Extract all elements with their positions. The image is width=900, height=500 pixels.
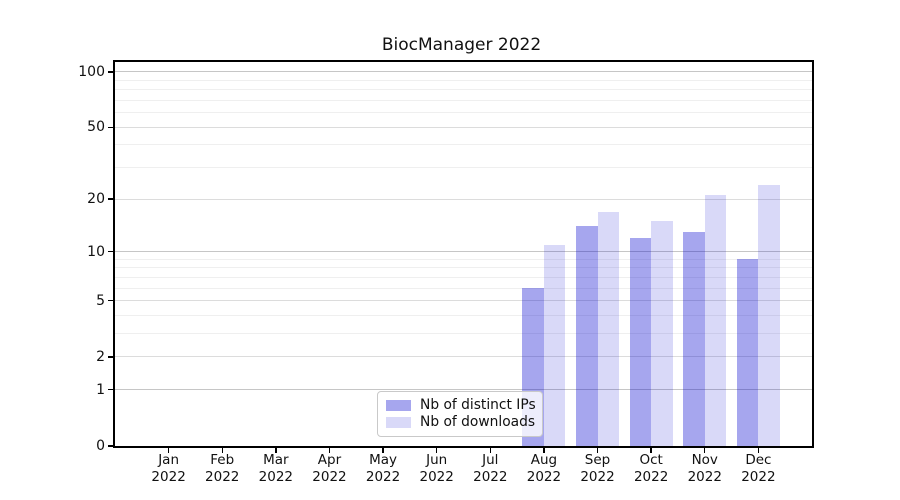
y-tick-label-1: 1 [96,381,105,398]
y-tick-label-0: 0 [96,438,105,454]
x-tick-mark-mar [275,448,277,453]
x-tick-label-jun: Jun 2022 [419,452,454,485]
x-tick-label-apr: Apr 2022 [312,452,347,485]
plot-area: 0 1 2 5 10 20 50 100 Jan 2022 Feb 2022 Mar 2022 Apr… [78,60,814,485]
legend-item-downloads: Nb of downloads [386,414,536,430]
y-tick-label-5: 5 [96,292,105,309]
gridline-y-90 [115,79,812,81]
y-tick-mark-10 [108,250,113,253]
y-tick-label-10: 10 [87,243,105,260]
gridline-y-60 [115,112,812,114]
bar-downloads-oct [651,221,673,446]
x-tick-mark-nov [704,448,706,453]
legend-label-downloads: Nb of downloads [420,414,536,430]
gridline-y-1 [115,389,812,391]
gridline-y-30 [115,167,812,169]
gridline-y-20 [115,198,812,200]
x-tick-mark-jun [435,448,438,453]
x-tick-label-oct: Oct 2022 [633,452,669,485]
y-tick-mark-2 [108,356,113,358]
x-tick-mark-sep [596,448,599,453]
gridline-y-5 [115,300,812,302]
gridline-y-70 [115,99,812,101]
x-tick-mark-feb [221,448,223,453]
y-tick-mark-0 [108,445,113,447]
y-tick-label-2: 2 [96,348,105,365]
legend-swatch-downloads [386,417,411,428]
legend: Nb of distinct IPs Nb of downloads [377,391,543,437]
legend-label-distinct-ips: Nb of distinct IPs [420,397,536,413]
y-tick-mark-1 [108,389,113,391]
gridline-y-80 [115,89,812,91]
gridline-y-10 [115,251,812,253]
gridline-y-9 [115,258,812,260]
x-tick-mark-jan [167,448,170,453]
legend-swatch-distinct-ips [386,400,411,411]
gridline-y-7 [115,276,812,278]
bar-ips-nov [683,232,705,446]
x-tick-label-nov: Nov 2022 [687,452,722,485]
gridline-y-4 [115,315,812,316]
y-tick-mark-20 [108,198,113,200]
y-tick-label-20: 20 [87,191,105,208]
gridline-y-2 [115,356,812,358]
y-tick-mark-5 [108,300,113,302]
y-tick-mark-50 [108,126,113,128]
chart-title: BiocManager 2022 [381,35,542,55]
x-tick-mark-oct [650,448,652,453]
x-tick-mark-apr [328,448,331,453]
gridline-y-3 [115,333,812,335]
bar-ips-dec [736,259,759,446]
x-tick-label-may: May 2022 [365,452,401,485]
x-tick-label-jan: Jan 2022 [151,452,186,485]
bar-ips-oct [629,238,652,446]
bar-downloads-dec [758,185,780,446]
x-tick-label-aug: Aug 2022 [526,452,562,485]
x-tick-mark-dec [757,448,760,453]
bar-downloads-nov [704,195,727,446]
y-tick-mark-100 [108,71,113,73]
x-tick-label-mar: Mar 2022 [258,452,294,485]
gridline-y-6 [115,287,812,289]
x-tick-mark-aug [543,448,545,453]
y-tick-label-50: 50 [87,119,105,136]
gridline-y-50 [115,126,812,128]
gridline-y-40 [115,144,812,146]
x-tick-label-dec: Dec 2022 [741,452,776,485]
y-tick-label-100: 100 [78,63,105,80]
x-tick-mark-jul [489,448,491,453]
x-tick-mark-may [382,448,384,453]
gridline-y-100 [115,71,812,73]
x-tick-label-jul: Jul 2022 [473,452,508,485]
x-tick-label-feb: Feb 2022 [205,452,240,485]
bar-downloads-aug [543,244,566,446]
gridline-y-8 [115,267,812,269]
bar-ips-sep [576,226,598,446]
bar-downloads-sep [597,211,619,446]
x-tick-label-sep: Sep 2022 [580,452,615,485]
legend-item-distinct-ips: Nb of distinct IPs [386,397,536,413]
